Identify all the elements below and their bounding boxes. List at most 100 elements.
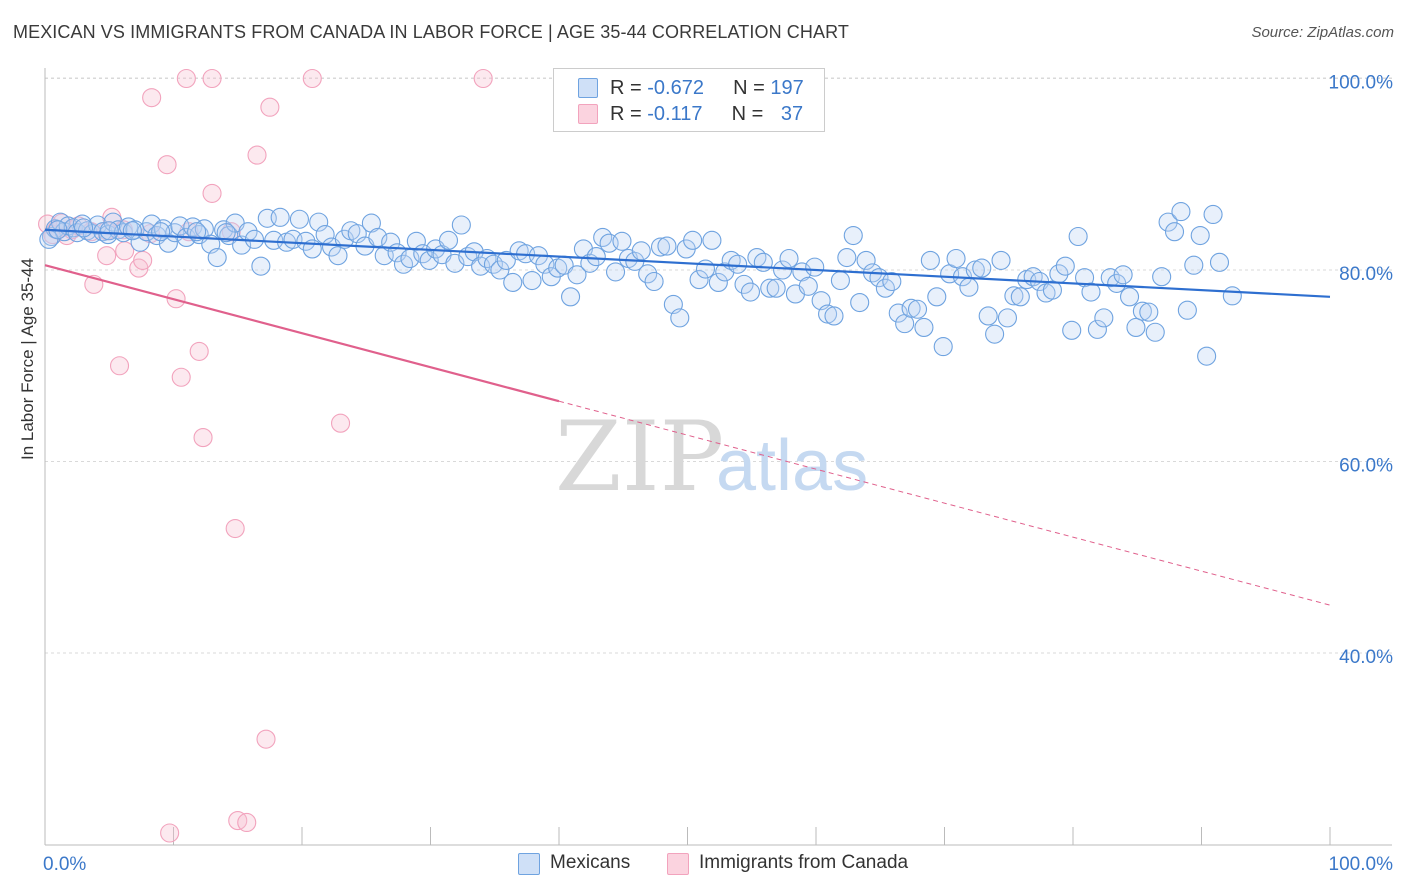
point-mexicans (644, 271, 664, 292)
point-mexicans (361, 213, 381, 233)
tick-labels: 40.0% 60.0% 80.0% 100.0% 0.0% 100.0% (43, 73, 1393, 876)
point-mexicans (1222, 286, 1242, 306)
point-mexicans (612, 231, 632, 251)
point-mexicans (328, 246, 348, 266)
n-value-mexicans: 197 (770, 77, 804, 99)
point-mexicans (1119, 287, 1140, 307)
point-mexicans (837, 248, 857, 268)
y-tick-label: 80.0% (1339, 264, 1393, 285)
point-mexicans (1152, 267, 1172, 287)
point-mexicans (702, 230, 722, 250)
n-label: N = (731, 103, 769, 125)
point-mexicans (773, 260, 793, 280)
point-mexicans (88, 215, 108, 235)
n-value-canada: 37 (780, 103, 804, 125)
point-mexicans (1164, 222, 1185, 242)
point-mexicans (522, 270, 542, 291)
point-mexicans (798, 276, 818, 296)
point-mexicans (74, 218, 94, 238)
point-immigrants-from-canada (157, 155, 177, 175)
canada-swatch (578, 104, 598, 124)
point-mexicans (270, 207, 290, 227)
stats-legend: R = -0.672 N = 197 R = -0.117 N = 37 (553, 68, 825, 132)
r-label: R = (610, 77, 648, 99)
point-mexicans (1075, 268, 1095, 288)
point-mexicans (309, 212, 329, 232)
source-label: Source: ZipAtlas.com (1251, 24, 1394, 41)
r-label: R = (610, 103, 648, 125)
point-mexicans (1171, 202, 1191, 222)
point-mexicans (901, 298, 921, 318)
point-mexicans (490, 260, 510, 280)
point-mexicans (760, 278, 780, 298)
x-tick-label-min: 0.0% (43, 854, 86, 875)
point-immigrants-from-canada (142, 88, 162, 108)
point-mexicans (1209, 252, 1230, 272)
point-mexicans (818, 304, 838, 324)
point-immigrants-from-canada (109, 356, 130, 376)
point-mexicans (959, 277, 979, 297)
point-mexicans (1126, 317, 1146, 338)
point-mexicans (728, 254, 748, 274)
point-mexicans (1062, 320, 1082, 340)
chart-title: MEXICAN VS IMMIGRANTS FROM CANADA IN LAB… (13, 22, 849, 42)
point-mexicans (920, 250, 940, 270)
point-mexicans (1184, 255, 1204, 275)
point-immigrants-from-canada (202, 68, 222, 89)
point-mexicans (438, 230, 459, 250)
point-mexicans (419, 250, 439, 270)
y-tick-label: 60.0% (1339, 456, 1393, 477)
point-mexicans (689, 270, 709, 290)
x-tick-label-max: 100.0% (1329, 854, 1394, 875)
point-immigrants-from-canada (176, 68, 196, 89)
point-mexicans (1145, 322, 1165, 342)
point-immigrants-from-canada (189, 341, 209, 361)
r-value-canada: -0.117 (647, 103, 703, 125)
point-mexicans (1042, 280, 1062, 300)
point-mexicans (1158, 212, 1178, 232)
point-mexicans (985, 324, 1005, 344)
point-mexicans (907, 299, 928, 319)
point-immigrants-from-canada (193, 428, 213, 448)
point-immigrants-from-canada (247, 145, 267, 165)
point-immigrants-from-canada (171, 367, 191, 387)
point-mexicans (779, 248, 799, 269)
point-mexicans (734, 274, 754, 294)
axes (44, 68, 1392, 846)
point-mexicans (406, 231, 426, 251)
point-mexicans (1139, 302, 1159, 322)
point-mexicans (805, 257, 825, 277)
watermark-atlas: atlas (716, 426, 868, 506)
series-legend: Mexicans Immigrants from Canada (0, 852, 1406, 878)
point-mexicans (695, 259, 716, 279)
point-mexicans (296, 231, 316, 251)
point-mexicans (824, 306, 844, 326)
point-mexicans (631, 241, 651, 261)
trend-line-canada-dashed (558, 400, 1331, 606)
point-mexicans (914, 317, 934, 338)
point-immigrants-from-canada (302, 68, 322, 89)
point-mexicans (251, 256, 271, 276)
point-mexicans (650, 237, 671, 257)
point-mexicans (289, 209, 309, 229)
point-mexicans (153, 219, 173, 239)
point-immigrants-from-canada (256, 729, 276, 749)
point-mexicans (1177, 300, 1197, 320)
point-immigrants-from-canada (166, 289, 186, 309)
point-mexicans (882, 271, 902, 292)
point-mexicans (1055, 256, 1075, 276)
point-mexicans (888, 303, 908, 323)
point-mexicans (1004, 286, 1024, 306)
point-mexicans (972, 258, 992, 278)
point-mexicans (991, 250, 1011, 270)
point-mexicans (1010, 287, 1030, 307)
point-mexicans (586, 247, 606, 267)
point-mexicans (99, 221, 119, 241)
point-mexicans (1081, 282, 1101, 302)
point-immigrants-from-canada (133, 250, 153, 270)
point-mexicans (561, 287, 581, 307)
point-mexicans (856, 250, 876, 270)
point-mexicans (151, 222, 171, 242)
point-mexicans (638, 264, 658, 284)
